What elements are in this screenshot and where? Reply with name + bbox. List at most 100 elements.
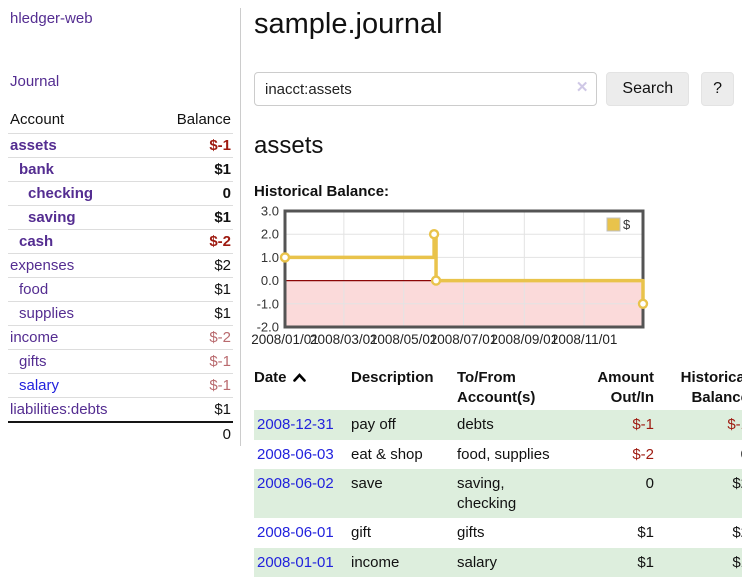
accounts-table: Account Balance assets $-1 bank $1 check… <box>8 106 233 446</box>
transaction-row: 2008-12-31 pay off debts $-1 $-1 <box>254 410 742 440</box>
account-balance: $1 <box>151 302 233 326</box>
svg-text:2.0: 2.0 <box>261 226 279 241</box>
accounts-header-row: Account Balance <box>8 106 233 134</box>
transaction-balance: 0 <box>654 440 742 470</box>
account-row: salary $-1 <box>8 374 233 398</box>
account-balance: $-2 <box>151 230 233 254</box>
svg-text:2008/11/01: 2008/11/01 <box>551 332 618 347</box>
register-header-row: Date Description To/From Account(s) Amou… <box>254 366 742 411</box>
svg-text:$: $ <box>623 217 631 232</box>
account-balance: $-1 <box>151 134 233 158</box>
sidebar: hledger-web Journal Account Balance asse… <box>8 8 241 446</box>
historical-balance-chart: $3.02.01.00.0-1.0-2.02008/01/012008/03/0… <box>254 207 724 349</box>
sort-ascending-icon <box>292 372 307 383</box>
page: hledger-web Journal Account Balance asse… <box>8 8 734 577</box>
accounts-total-spacer <box>8 422 151 446</box>
transaction-accounts: gifts <box>457 518 585 548</box>
register-header-balance: Historical Balance <box>654 366 742 411</box>
transaction-row: 2008-01-01 income salary $1 $1 <box>254 548 742 578</box>
search-input-wrap: ✕ <box>254 72 597 106</box>
search-button[interactable]: Search <box>606 72 689 106</box>
account-link[interactable]: expenses <box>10 257 74 274</box>
transaction-accounts: salary <box>457 548 585 578</box>
transaction-row: 2008-06-03 eat & shop food, supplies $-2… <box>254 440 742 470</box>
account-link[interactable]: saving <box>10 209 76 226</box>
app-title-link[interactable]: hledger-web <box>10 10 233 27</box>
page-title: sample.journal <box>254 8 734 41</box>
account-row: supplies $1 <box>8 302 233 326</box>
account-link[interactable]: food <box>10 281 48 298</box>
account-link[interactable]: income <box>10 329 58 346</box>
account-link[interactable]: gifts <box>10 353 47 370</box>
transaction-row: 2008-06-01 gift gifts $1 $2 <box>254 518 742 548</box>
account-link[interactable]: checking <box>10 185 93 202</box>
register-header-description: Description <box>351 366 457 411</box>
transaction-date-link[interactable]: 2008-12-31 <box>257 416 334 433</box>
sidebar-item-journal[interactable]: Journal <box>10 73 233 90</box>
transaction-accounts: saving, checking <box>457 469 585 518</box>
account-heading: assets <box>254 133 734 159</box>
svg-text:2008/07/01: 2008/07/01 <box>430 332 498 347</box>
transaction-amount: $-1 <box>585 410 654 440</box>
account-balance: $1 <box>151 278 233 302</box>
help-button[interactable]: ? <box>701 72 734 106</box>
svg-text:2008/09/01: 2008/09/01 <box>491 332 559 347</box>
transaction-accounts: debts <box>457 410 585 440</box>
account-row: bank $1 <box>8 158 233 182</box>
accounts-total-row: 0 <box>8 422 233 446</box>
account-link[interactable]: bank <box>10 161 54 178</box>
accounts-header-balance: Balance <box>151 106 233 134</box>
svg-text:2008/05/01: 2008/05/01 <box>370 332 438 347</box>
account-row: food $1 <box>8 278 233 302</box>
register-header-date[interactable]: Date <box>254 366 351 411</box>
svg-text:2008/01/01: 2008/01/01 <box>251 332 319 347</box>
register-table: Date Description To/From Account(s) Amou… <box>254 366 742 578</box>
account-balance: $2 <box>151 254 233 278</box>
transaction-row: 2008-06-02 save saving, checking 0 $2 <box>254 469 742 518</box>
search-input[interactable] <box>254 72 597 106</box>
register-header-date-label: Date <box>254 369 287 386</box>
transaction-balance: $-1 <box>654 410 742 440</box>
account-link[interactable]: cash <box>10 233 53 250</box>
clear-search-icon[interactable]: ✕ <box>576 80 589 95</box>
account-row: income $-2 <box>8 326 233 350</box>
main-content: sample.journal ✕ Search ? assets Histori… <box>254 8 734 577</box>
transaction-amount: $1 <box>585 518 654 548</box>
account-row: assets $-1 <box>8 134 233 158</box>
account-link[interactable]: salary <box>10 377 59 394</box>
account-balance: 0 <box>151 182 233 206</box>
transaction-amount: 0 <box>585 469 654 518</box>
search-bar: ✕ Search ? <box>254 72 734 106</box>
transaction-date-link[interactable]: 2008-06-02 <box>257 475 334 492</box>
account-row: saving $1 <box>8 206 233 230</box>
svg-text:0.0: 0.0 <box>261 273 279 288</box>
account-row: cash $-2 <box>8 230 233 254</box>
account-link[interactable]: assets <box>10 137 57 154</box>
register-header-accounts: To/From Account(s) <box>457 366 585 411</box>
account-row: checking 0 <box>8 182 233 206</box>
transaction-date-link[interactable]: 2008-06-01 <box>257 524 334 541</box>
register-header-amount: Amount Out/In <box>585 366 654 411</box>
account-balance: $1 <box>151 398 233 423</box>
transaction-date-link[interactable]: 2008-06-03 <box>257 446 334 463</box>
account-balance: $1 <box>151 206 233 230</box>
accounts-total-value: 0 <box>151 422 233 446</box>
transaction-description: pay off <box>351 410 457 440</box>
account-link[interactable]: supplies <box>10 305 74 322</box>
account-link[interactable]: liabilities:debts <box>10 401 108 418</box>
transaction-accounts: food, supplies <box>457 440 585 470</box>
svg-text:3.0: 3.0 <box>261 203 279 218</box>
account-balance: $-2 <box>151 326 233 350</box>
transaction-description: gift <box>351 518 457 548</box>
svg-text:1.0: 1.0 <box>261 250 279 265</box>
account-balance: $1 <box>151 158 233 182</box>
chart-title: Historical Balance: <box>254 183 734 200</box>
transaction-amount: $1 <box>585 548 654 578</box>
accounts-header-account: Account <box>8 106 151 134</box>
transaction-balance: $2 <box>654 518 742 548</box>
svg-text:2008/03/01: 2008/03/01 <box>310 332 378 347</box>
transaction-description: save <box>351 469 457 518</box>
transaction-date-link[interactable]: 2008-01-01 <box>257 554 334 571</box>
transaction-amount: $-2 <box>585 440 654 470</box>
account-row: gifts $-1 <box>8 350 233 374</box>
